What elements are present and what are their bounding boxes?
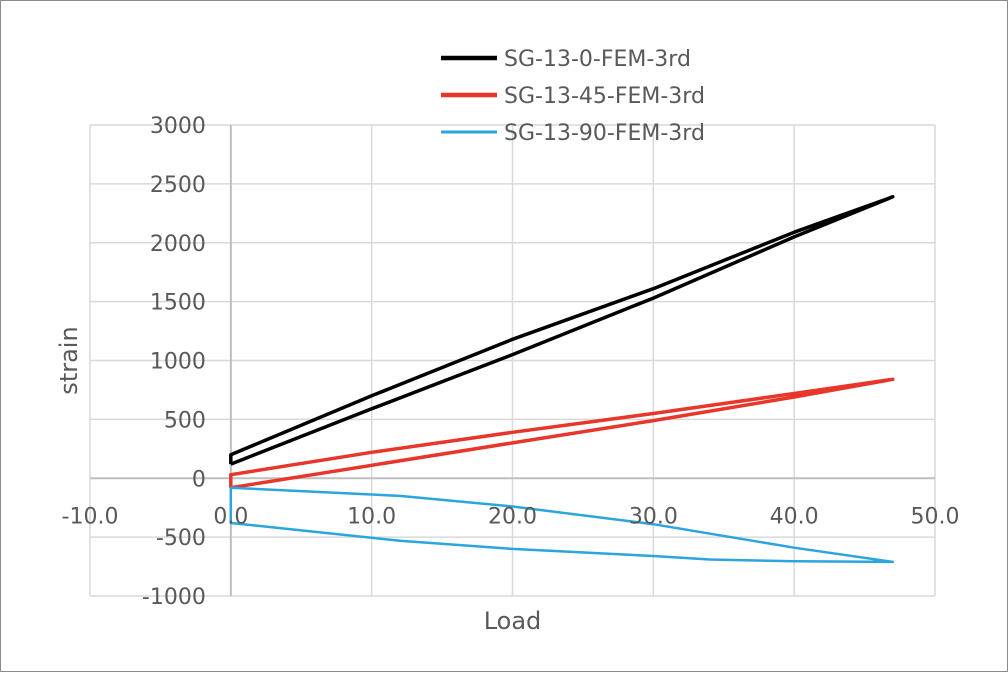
y-tick-label: -1000 [142, 585, 206, 610]
y-tick-label: 0 [192, 467, 206, 492]
series-line-1 [229, 195, 895, 466]
x-tick-label: -10.0 [62, 504, 119, 529]
x-tick-label: 20.0 [488, 504, 537, 529]
y-tick-label: 500 [164, 408, 206, 433]
x-tick-label: 10.0 [347, 504, 396, 529]
y-tick-label: 2000 [150, 232, 206, 257]
tick-labels: -10.0 0.0 10.0 20.0 30.0 40.0 50.0 3000 2500 2000… [62, 114, 960, 610]
grid-lines [89, 124, 936, 597]
legend-label-3: SG-13-90-FEM-3rd [504, 121, 705, 146]
x-tick-label: 30.0 [629, 504, 678, 529]
series-line-3 [229, 486, 895, 564]
y-tick-label: 1000 [150, 350, 206, 375]
x-tick-label: 40.0 [770, 504, 819, 529]
legend-label-1: SG-13-0-FEM-3rd [504, 47, 691, 72]
y-axis-title: strain [55, 326, 83, 394]
y-tick-label: -500 [156, 526, 206, 551]
x-axis-title: Load [484, 607, 542, 635]
y-tick-label: 1500 [150, 291, 206, 316]
y-tick-label: 2500 [150, 173, 206, 198]
y-tick-label: 3000 [150, 114, 206, 139]
x-tick-label: 0.0 [213, 504, 248, 529]
legend-label-2: SG-13-45-FEM-3rd [504, 84, 705, 109]
series-line-2 [229, 377, 895, 490]
series-layer [229, 195, 895, 564]
x-tick-label: 50.0 [911, 504, 960, 529]
legend: SG-13-0-FEM-3rd SG-13-45-FEM-3rd SG-13-90-… [441, 47, 705, 146]
